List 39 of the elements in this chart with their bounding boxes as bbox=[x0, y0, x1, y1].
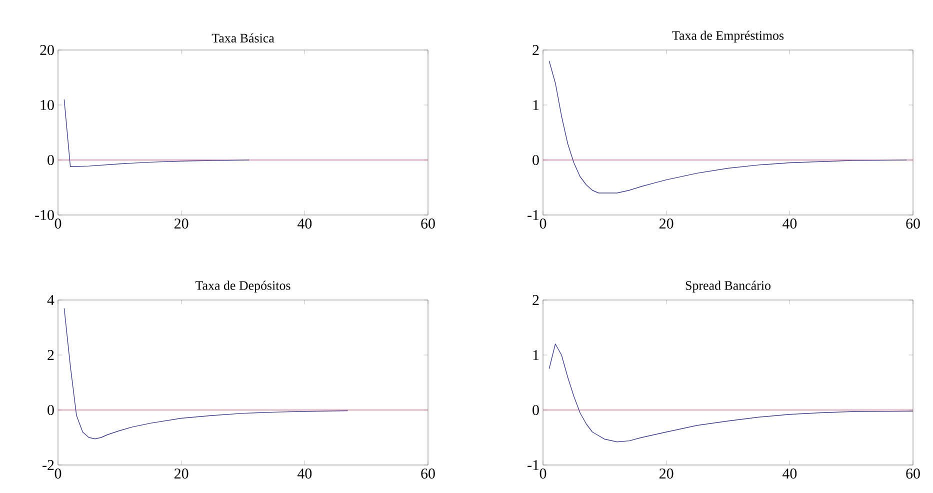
x-tick-label: 60 bbox=[421, 218, 435, 229]
x-tick-label: 0 bbox=[54, 468, 62, 479]
chart-title: Taxa de Depósitos bbox=[195, 280, 290, 292]
chart-title: Spread Bancário bbox=[686, 280, 770, 292]
y-tick-label: 1 bbox=[533, 100, 539, 110]
x-tick-label: 40 bbox=[782, 218, 797, 229]
y-tick-label: 2 bbox=[48, 350, 54, 360]
x-tick-label: 20 bbox=[660, 468, 674, 479]
x-tick-label: 20 bbox=[660, 218, 674, 229]
y-tick-label: 0 bbox=[532, 404, 539, 416]
x-tick-label: 20 bbox=[174, 218, 188, 229]
x-tick-label: 0 bbox=[540, 468, 546, 479]
chart-title: Taxa Básica bbox=[212, 33, 274, 42]
y-tick-label: 1 bbox=[533, 350, 539, 360]
x-tick-label: 40 bbox=[782, 468, 797, 479]
y-tick-label: -2 bbox=[42, 460, 54, 470]
chart-title: Taxa de Empréstimos bbox=[672, 30, 784, 42]
x-tick-label: 0 bbox=[54, 218, 62, 229]
x-tick-label: 0 bbox=[540, 218, 546, 229]
y-tick-label: 4 bbox=[47, 295, 54, 305]
y-tick-label: 2 bbox=[532, 45, 539, 55]
y-tick-label: 20 bbox=[40, 44, 54, 56]
y-tick-label: 0 bbox=[532, 154, 539, 166]
y-tick-label: 2 bbox=[532, 295, 539, 305]
x-tick-label: 60 bbox=[906, 468, 920, 479]
x-tick-label: 40 bbox=[297, 218, 312, 229]
y-tick-label: 0 bbox=[48, 404, 54, 416]
x-tick-label: 20 bbox=[174, 468, 188, 479]
y-tick-label: -1 bbox=[528, 210, 539, 220]
x-tick-label: 40 bbox=[297, 468, 312, 479]
y-tick-label: -10 bbox=[35, 210, 54, 220]
y-tick-label: -1 bbox=[528, 460, 539, 470]
y-tick-label: 10 bbox=[40, 100, 54, 110]
x-tick-label: 60 bbox=[906, 218, 920, 229]
y-tick-label: 0 bbox=[48, 154, 54, 166]
line-series bbox=[64, 308, 348, 440]
x-tick-label: 60 bbox=[421, 468, 435, 479]
line-series bbox=[64, 99, 250, 167]
line-series bbox=[548, 344, 914, 442]
